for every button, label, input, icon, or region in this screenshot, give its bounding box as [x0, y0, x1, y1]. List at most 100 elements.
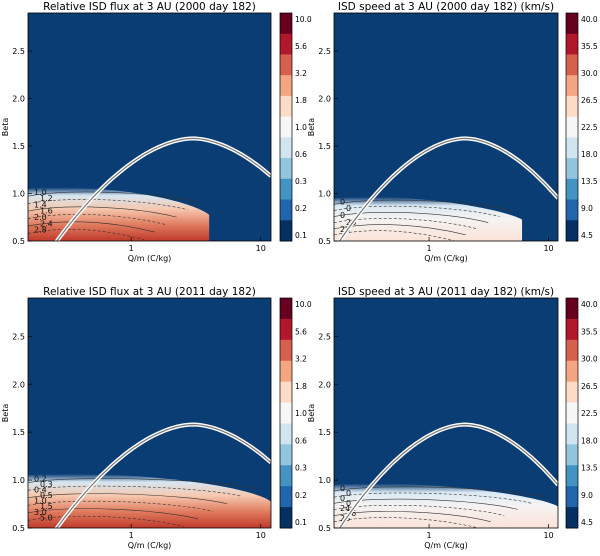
colorbar-segment	[566, 318, 578, 341]
contour-line	[334, 212, 489, 223]
y-axis-label: Beta	[1, 118, 10, 137]
contour-line	[28, 228, 145, 240]
colorbar-segment	[566, 298, 578, 320]
colorbar-label: 40.0	[581, 300, 598, 309]
colorbar-label: 3.2	[295, 355, 307, 364]
contour-label: 2.4	[40, 219, 53, 228]
y-tick-label: 1.5	[318, 428, 331, 437]
colorbar-label: 9.0	[581, 204, 593, 213]
colorbar-segment	[280, 486, 292, 508]
colorbar-label: 1.0	[295, 123, 307, 132]
colorbar-segment	[566, 116, 578, 138]
colorbar-label: 0.6	[295, 150, 307, 159]
contour-label: 1.0	[34, 188, 47, 197]
y-tick-label: 0.5	[12, 524, 25, 533]
x-axis-label: Q/m (C/kg)	[128, 254, 172, 263]
colorbar-label: 30.0	[581, 355, 598, 364]
colorbar-segment	[566, 423, 578, 445]
colorbar-label: 5.6	[295, 42, 307, 51]
x-tick-label: 1	[129, 531, 134, 540]
colorbar-segment	[566, 75, 578, 97]
colorbar-label: 0.1	[295, 518, 307, 527]
y-tick-label: 1.0	[318, 476, 331, 485]
contour-label: 0	[346, 499, 351, 508]
contour-label: 0.5	[40, 491, 53, 500]
contour-line	[28, 500, 213, 512]
colorbar-label: 0.3	[295, 177, 307, 186]
colorbar-segment	[566, 220, 578, 242]
plot-frame	[333, 297, 559, 529]
colorbar-label: 18.0	[581, 436, 598, 445]
colorbar-segment	[280, 95, 292, 118]
colorbar-segment	[280, 33, 292, 55]
contour-line	[28, 493, 228, 505]
contour-line	[334, 498, 518, 510]
colorbar-segment	[566, 486, 578, 508]
hot-region	[28, 187, 210, 241]
colorbar-frame	[565, 12, 579, 242]
contour-label: 26	[340, 225, 350, 234]
colorbar-label: 26.5	[581, 96, 598, 105]
x-axis-label: Q/m (C/kg)	[128, 541, 172, 550]
colorbar-label: 10.0	[295, 300, 312, 309]
contour-line	[28, 478, 257, 490]
colorbar-segment	[280, 220, 292, 242]
colorbar-segment	[280, 298, 292, 320]
contour-label: 1.2	[40, 194, 53, 203]
colorbar-segment	[280, 75, 292, 97]
hot-region	[334, 196, 523, 241]
contour-line	[28, 191, 199, 203]
colorbar-segment	[280, 507, 292, 529]
contour-line	[28, 199, 188, 210]
colorbar-label: 0.1	[295, 231, 307, 240]
contour-label: 1.6	[40, 207, 53, 216]
contour-label: 1.5	[40, 502, 53, 511]
y-tick-label: 2.5	[318, 47, 331, 56]
contour-line	[28, 485, 242, 497]
colorbar-label: 40.0	[581, 15, 598, 24]
colorbar-label: 4.5	[581, 518, 593, 527]
colorbar-segment	[566, 339, 578, 362]
colorbar-label: 35.5	[581, 327, 598, 336]
colorbar-segment	[566, 54, 578, 76]
contour-label: 24	[340, 504, 350, 513]
colorbar-segment	[280, 178, 292, 201]
colorbar-label: 1.8	[295, 382, 307, 391]
colorbar-segment	[280, 158, 292, 180]
beta-curve	[56, 423, 271, 528]
colorbar-label: 9.0	[581, 491, 593, 500]
colorbar-segment	[566, 137, 578, 159]
y-tick-label: 1.5	[318, 142, 331, 151]
contour-label: 2.8	[34, 226, 47, 235]
x-tick-label: 10	[256, 531, 266, 540]
colorbar-segment	[566, 178, 578, 201]
y-tick-label: 2.5	[318, 332, 331, 341]
contour-label: 1.0	[34, 497, 47, 506]
contour-line	[28, 221, 155, 233]
beta-curve	[56, 137, 271, 241]
y-tick-label: 1.0	[318, 190, 331, 199]
contour-label: 3.0	[34, 508, 47, 517]
colorbar-segment	[280, 54, 292, 76]
y-axis-label: Beta	[307, 404, 316, 423]
y-tick-label: 1.0	[12, 190, 25, 199]
colorbar-segment	[280, 423, 292, 445]
colorbar-frame	[279, 297, 293, 529]
contour-label: 0.2	[34, 474, 47, 483]
y-tick-label: 2.0	[12, 380, 25, 389]
colorbar-segment	[566, 158, 578, 180]
colorbar-segment	[280, 137, 292, 159]
x-tick-label: 1	[427, 531, 432, 540]
contour-label: 1.4	[34, 200, 47, 209]
contour-line	[28, 515, 184, 527]
y-tick-label: 2.0	[12, 95, 25, 104]
colorbar-segment	[566, 13, 578, 35]
colorbar-segment	[280, 444, 292, 466]
x-tick-label: 10	[256, 244, 266, 253]
contour-label: 0	[340, 494, 345, 503]
beta-curve	[338, 423, 558, 528]
y-tick-label: 0.5	[12, 237, 25, 246]
